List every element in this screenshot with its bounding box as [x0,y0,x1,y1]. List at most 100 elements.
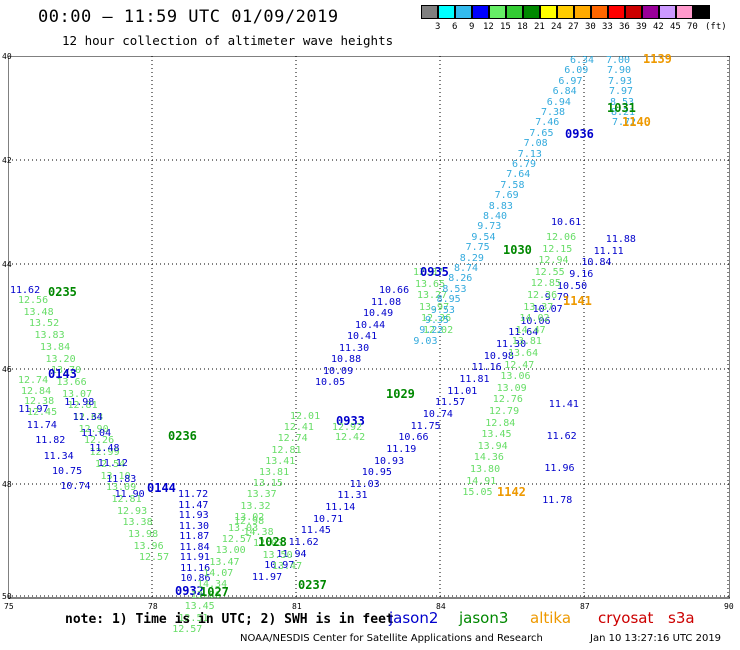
x-tick-label: 81 [292,602,302,611]
scale-swatch [472,5,489,19]
y-tick-label: 46 [2,365,12,374]
swh-value: 10.50 [557,282,587,292]
swh-value: 8.26 [448,274,472,284]
swh-value: 12.41 [284,423,314,433]
scale-label: 24 [551,22,562,32]
swh-value: 13.81 [512,337,542,347]
swh-value: 13.98 [128,530,158,540]
y-tick-label: 42 [2,156,12,165]
scale-label: 45 [670,22,681,32]
swh-value: 13.94 [478,442,508,452]
pass-time-label: 1139 [643,53,672,65]
y-tick-label: 50 [2,592,12,601]
swh-value: 9.16 [569,270,593,280]
scale-label: 39 [636,22,647,32]
swh-value: 13.41 [265,457,295,467]
swh-value: 12.42 [335,433,365,443]
swh-value: 12.55 [535,268,565,278]
swh-value: 11.12 [98,459,128,469]
swh-value: 11.87 [179,532,209,542]
swh-value: 13.65 [415,280,445,290]
swh-value: 11.81 [459,375,489,385]
credit-text: NOAA/NESDIS Center for Satellite Applica… [240,633,543,644]
scale-label: 33 [602,22,613,32]
generated-timestamp: Jan 10 13:27:16 UTC 2019 [590,633,721,644]
swh-value: 12.15 [542,245,572,255]
swh-value: 10.84 [581,258,611,268]
pass-time-label: 0237 [298,579,327,591]
swh-value: 10.66 [379,286,409,296]
swh-value: 11.47 [178,501,208,511]
swh-value: 11.11 [594,247,624,257]
scale-label: 18 [517,22,528,32]
swh-value: 13.20 [46,355,76,365]
swh-value: 13.37 [247,490,277,500]
pass-time-label: 1141 [563,295,592,307]
swh-value: 13.84 [40,343,70,353]
scale-label: 30 [585,22,596,32]
scale-label: 3 [435,22,440,32]
swh-value: 12.79 [489,407,519,417]
swh-value: 11.96 [544,464,574,474]
pass-time-label: 1028 [258,536,287,548]
swh-value: 13.64 [508,349,538,359]
swh-value: 13.45 [185,602,215,612]
scale-swatch [625,5,642,19]
swh-value: 13.80 [470,465,500,475]
swh-value: 11.30 [339,344,369,354]
swh-value: 10.74 [60,482,90,492]
swh-value: 11.16 [472,363,502,373]
scale-label: 70 [687,22,698,32]
swh-value: 11.82 [35,436,65,446]
pass-time-label: 1142 [497,486,526,498]
scale-label: 42 [653,22,664,32]
scale-swatch [676,5,693,19]
swh-value: 11.30 [179,522,209,532]
swh-value: 12.47 [504,361,534,371]
swh-value: 11.93 [179,511,209,521]
pass-time-label: 1030 [503,244,532,256]
scale-swatch [506,5,523,19]
scale-label: 21 [534,22,545,32]
swh-value: 13.00 [216,546,246,556]
swh-value: 13.06 [500,372,530,382]
swh-value: 9.03 [413,337,437,347]
swh-value: 13.48 [24,308,54,318]
swh-value: 11.78 [542,496,572,506]
swh-value: 7.97 [609,87,633,97]
swh-value: 12.56 [18,296,48,306]
swh-value: 11.91 [180,553,210,563]
scale-label: 12 [483,22,494,32]
swh-value: 13.38 [123,518,153,528]
swh-value: 10.41 [347,332,377,342]
scale-swatch [591,5,608,19]
swh-value: 11.01 [447,387,477,397]
scale-label: 15 [500,22,511,32]
pass-time-label: 0143 [48,368,77,380]
swh-value: 13.81 [259,468,289,478]
swh-value: 12.93 [117,507,147,517]
swh-value: 11.97 [252,573,282,583]
map-title: 00:00 – 11:59 UTC 01/09/2019 [38,7,339,27]
swh-value: 6.09 [564,66,588,76]
pass-time-label: 0935 [420,266,449,278]
swh-value: 11.34 [73,413,103,423]
swh-value: 11.03 [350,480,380,490]
swh-value: 10.09 [323,367,353,377]
swh-value: 14.36 [474,453,504,463]
swh-value: 11.75 [411,422,441,432]
swh-value: 6.84 [553,87,577,97]
swh-value: 11.57 [435,398,465,408]
scale-label: 27 [568,22,579,32]
y-tick-label: 48 [2,480,12,489]
swh-value: 10.95 [362,468,392,478]
swh-value: 11.08 [371,298,401,308]
swh-value: 13.15 [253,479,283,489]
swh-value: 14.02 [519,314,549,324]
swh-value: 12.36 [527,291,557,301]
swh-value: 7.75 [466,243,490,253]
swh-value: 7.08 [524,139,548,149]
x-tick-label: 90 [724,602,734,611]
swh-value: 10.66 [398,433,428,443]
swh-value: 13.83 [35,331,65,341]
